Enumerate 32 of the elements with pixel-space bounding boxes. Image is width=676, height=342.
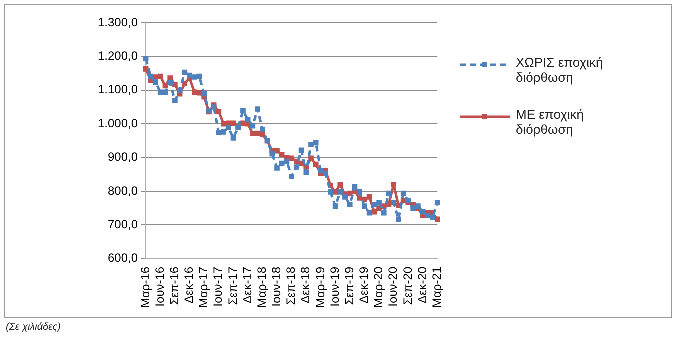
x-tick-label: Ιουν-20 [386, 266, 400, 307]
x-tick-label: Μαρ-21 [430, 266, 444, 308]
legend-label: ΧΩΡΙΣ εποχική διόρθωση [516, 55, 604, 85]
y-tick-label: 600,0 [108, 251, 138, 266]
x-tick-label: Δεκ-17 [240, 266, 254, 304]
x-tick-label: Ιουν-18 [270, 266, 284, 307]
x-tick-label: Σεπ-20 [400, 266, 415, 306]
y-tick-label: 1.300,0 [98, 15, 138, 30]
x-tick-label: Δεκ-16 [182, 266, 196, 304]
y-tick-label: 1.000,0 [98, 116, 138, 130]
y-tick-label: 800,0 [108, 184, 138, 198]
x-tick-label: Ιουν-16 [152, 266, 167, 307]
x-tick-label: Σεπ-17 [226, 266, 240, 306]
y-tick-label: 1.200,0 [98, 49, 138, 64]
x-tick-label: Μαρ-20 [372, 266, 386, 308]
x-tick-label: Σεπ-16 [168, 266, 182, 306]
x-tick-label: Ιουν-19 [328, 266, 342, 307]
y-tick-label: 700,0 [108, 218, 138, 232]
x-tick-label: Σεπ-19 [342, 266, 356, 306]
x-tick-label: Μαρ-19 [313, 266, 328, 308]
x-tick-label: Ιουν-17 [211, 266, 226, 307]
y-tick-label: 1.100,0 [98, 82, 138, 97]
x-tick-label: Δεκ-20 [415, 266, 430, 304]
text: (Σε χιλιάδες) [6, 322, 61, 333]
x-tick-label: Δεκ-18 [298, 266, 313, 304]
x-tick-label: Σεπ-18 [284, 266, 298, 306]
y-tick-label: 900,0 [108, 150, 138, 164]
legend-label: ΜΕ εποχική διόρθωση [516, 107, 586, 137]
x-tick-label: Δεκ-19 [357, 266, 372, 304]
x-tick-label: Μαρ-16 [138, 266, 152, 308]
x-tick-label: Μαρ-17 [196, 266, 211, 308]
x-tick-label: Μαρ-18 [254, 266, 269, 308]
